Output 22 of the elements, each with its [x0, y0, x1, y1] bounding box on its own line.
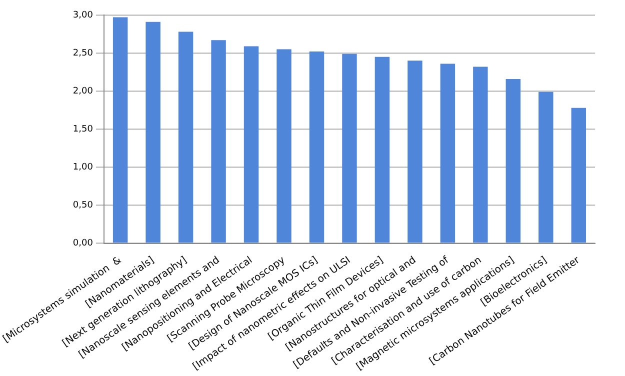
- y-tick-label: 3,00: [72, 10, 94, 20]
- bar: [440, 64, 456, 243]
- bar: [146, 22, 160, 243]
- bar: [342, 54, 357, 243]
- bar: [276, 49, 292, 243]
- bar: [538, 92, 554, 243]
- bar: [506, 78, 521, 243]
- bar: [473, 66, 488, 243]
- bar: [374, 56, 390, 243]
- y-tick-label: 1,50: [72, 124, 94, 135]
- bar: [211, 40, 226, 243]
- y-tick-label: 1,00: [72, 162, 94, 173]
- bar: [571, 108, 586, 243]
- y-tick-label: 0,50: [72, 200, 94, 211]
- y-tick-label: 2,50: [72, 48, 94, 58]
- y-tick-label: 2,00: [72, 86, 94, 96]
- bar: [408, 60, 422, 243]
- bar: [178, 32, 194, 243]
- bar: [112, 17, 128, 243]
- y-tick-label: 0,00: [72, 238, 94, 249]
- bar: [309, 52, 324, 243]
- bar: [244, 46, 259, 243]
